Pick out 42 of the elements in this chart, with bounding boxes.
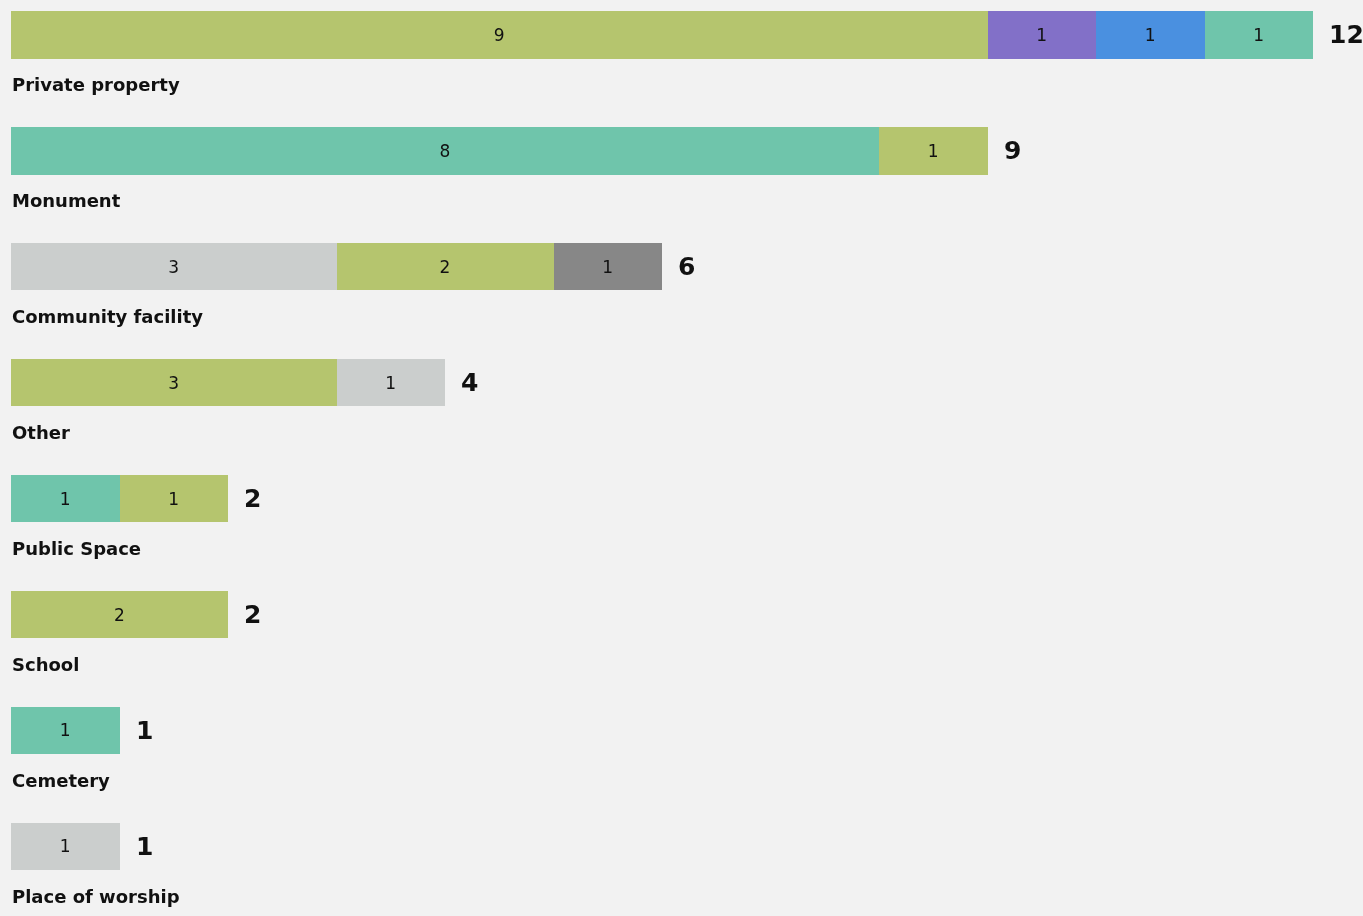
data-label: 9 xyxy=(493,24,505,45)
y-tick-label: Place of worship xyxy=(12,886,180,907)
data-label: 1 xyxy=(1253,24,1265,45)
y-tick-label: Public Space xyxy=(12,538,142,559)
data-label: 1 xyxy=(168,488,180,509)
data-label: 8 xyxy=(439,140,451,161)
bar xyxy=(336,242,554,291)
total-label: 2 xyxy=(244,600,262,629)
total-label: 2 xyxy=(244,484,262,513)
y-tick-label: Private property xyxy=(12,74,180,95)
bar xyxy=(11,822,120,871)
data-label: 3 xyxy=(168,372,180,393)
bar xyxy=(879,126,988,175)
data-label: 3 xyxy=(168,256,180,277)
data-label: 1 xyxy=(1036,24,1048,45)
y-tick-label: Other xyxy=(12,422,70,443)
data-label: 1 xyxy=(59,836,71,857)
y-tick-label: Community facility xyxy=(12,306,204,327)
bar xyxy=(336,358,445,407)
total-label: 12 xyxy=(1329,20,1363,49)
bar xyxy=(119,474,228,523)
bar xyxy=(1204,11,1313,59)
total-label: 1 xyxy=(136,832,154,861)
y-tick-label: Cemetery xyxy=(12,770,111,791)
data-label: 1 xyxy=(927,140,939,161)
total-label: 1 xyxy=(136,716,154,745)
data-label: 1 xyxy=(59,488,71,509)
data-label: 2 xyxy=(439,256,451,277)
bar xyxy=(553,242,662,291)
total-label: 9 xyxy=(1004,136,1022,165)
data-label: 1 xyxy=(602,256,614,277)
data-label: 1 xyxy=(1144,24,1156,45)
y-tick-label: Monument xyxy=(12,190,121,211)
bar xyxy=(1096,11,1205,59)
data-label: 2 xyxy=(114,604,125,625)
total-label: 4 xyxy=(461,368,479,397)
total-label: 6 xyxy=(678,252,696,281)
data-label: 1 xyxy=(385,372,397,393)
bar xyxy=(11,242,337,291)
data-label: 1 xyxy=(59,720,71,741)
bar xyxy=(987,11,1096,59)
y-tick-label: School xyxy=(12,654,80,675)
